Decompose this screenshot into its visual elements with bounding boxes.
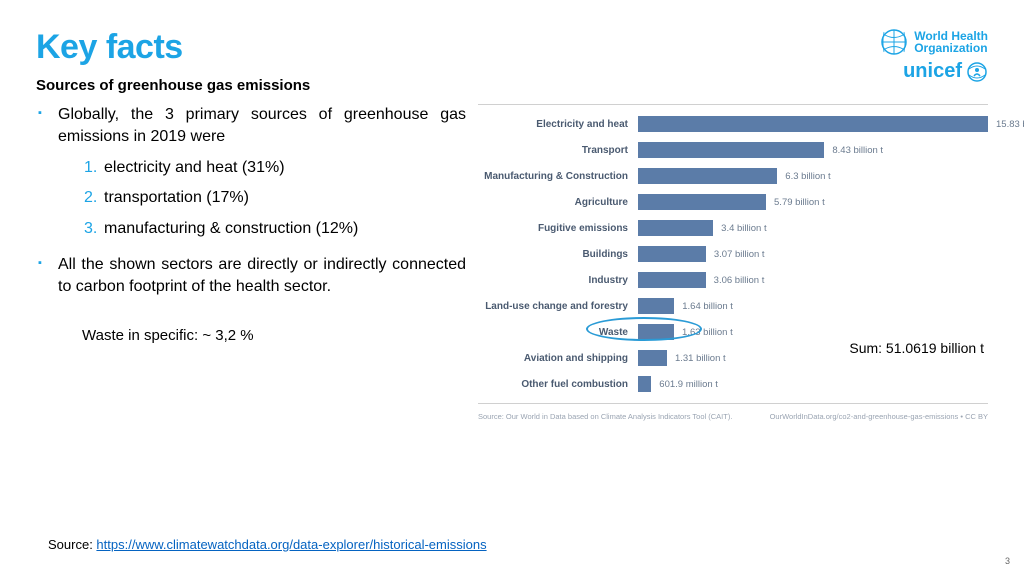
chart-row: Land-use change and forestry 1.64 billion… [478, 293, 988, 319]
numlist-item: 3.manufacturing & construction (12%) [84, 218, 466, 240]
numlist-number: 1. [84, 157, 104, 179]
numlist-item: 1.electricity and heat (31%) [84, 157, 466, 179]
chart-source-line: Source: Our World in Data based on Clima… [478, 412, 988, 421]
chart-category-label: Aviation and shipping [478, 353, 638, 364]
chart-column: Electricity and heat15.83 billion tTrans… [478, 104, 988, 421]
chart-bar-wrap: 15.83 billion t [638, 116, 988, 132]
slide: World Health Organization unicef Key fac… [0, 0, 1024, 576]
chart-bar-wrap: 601.9 million t [638, 376, 988, 392]
text-column: Globally, the 3 primary sources of green… [36, 104, 466, 344]
chart-bar [638, 324, 674, 340]
chart-row: Transport 8.43 billion t [478, 137, 988, 163]
chart-value-label: 3.06 billion t [710, 272, 765, 288]
bullet-text-2: All the shown sectors are directly or in… [58, 254, 466, 299]
chart-value-label: 6.3 billion t [781, 168, 830, 184]
waste-note: Waste in specific: ~ 3,2 % [82, 327, 466, 344]
chart-bar-wrap: 8.43 billion t [638, 142, 988, 158]
chart-bar [638, 298, 674, 314]
chart-row: Other fuel combustion 601.9 million t [478, 371, 988, 397]
chart-value-label: 601.9 million t [655, 376, 718, 392]
bar-chart: Electricity and heat15.83 billion tTrans… [478, 104, 988, 404]
chart-category-label: Transport [478, 145, 638, 156]
chart-value-label: 1.31 billion t [671, 350, 726, 366]
chart-row: Manufacturing & Construction 6.3 billion … [478, 163, 988, 189]
chart-bar [638, 194, 766, 210]
chart-bar-wrap: 6.3 billion t [638, 168, 988, 184]
chart-bar-wrap: 3.06 billion t [638, 272, 988, 288]
chart-row: Fugitive emissions 3.4 billion t [478, 215, 988, 241]
logo-block: World Health Organization unicef [880, 28, 988, 83]
who-emblem-icon [880, 28, 908, 56]
chart-category-label: Industry [478, 275, 638, 286]
chart-row: Buildings 3.07 billion t [478, 241, 988, 267]
chart-bar [638, 220, 713, 236]
unicef-text: unicef [903, 60, 962, 83]
page-title: Key facts [36, 28, 988, 67]
chart-value-label: 15.83 billion t [992, 116, 1024, 132]
chart-source-right: OurWorldInData.org/co2-and-greenhouse-ga… [770, 412, 988, 421]
chart-category-label: Waste [478, 327, 638, 338]
chart-bar-wrap: 3.4 billion t [638, 220, 988, 236]
chart-category-label: Electricity and heat [478, 119, 638, 130]
chart-bar [638, 142, 824, 158]
chart-bar [638, 246, 706, 262]
chart-sum-label: Sum: 51.0619 billion t [849, 340, 984, 356]
chart-value-label: 3.4 billion t [717, 220, 766, 236]
chart-bar-wrap: 1.64 billion t [638, 298, 988, 314]
numlist-number: 3. [84, 218, 104, 240]
chart-category-label: Land-use change and forestry [478, 301, 638, 312]
chart-source-left: Source: Our World in Data based on Clima… [478, 412, 732, 421]
chart-value-label: 1.63 billion t [678, 324, 733, 340]
chart-value-label: 3.07 billion t [710, 246, 765, 262]
chart-bar [638, 376, 651, 392]
chart-bar-wrap: 5.79 billion t [638, 194, 988, 210]
chart-value-label: 5.79 billion t [770, 194, 825, 210]
page-number: 3 [1005, 556, 1010, 566]
content-row: Globally, the 3 primary sources of green… [36, 104, 988, 421]
numlist-item: 2.transportation (17%) [84, 187, 466, 209]
numbered-list: 1.electricity and heat (31%)2.transporta… [84, 157, 466, 240]
numlist-number: 2. [84, 187, 104, 209]
chart-category-label: Agriculture [478, 197, 638, 208]
chart-value-label: 1.64 billion t [678, 298, 733, 314]
chart-row: Agriculture 5.79 billion t [478, 189, 988, 215]
chart-category-label: Manufacturing & Construction [478, 171, 638, 182]
chart-category-label: Other fuel combustion [478, 379, 638, 390]
chart-bar [638, 116, 988, 132]
bullet-text-1: Globally, the 3 primary sources of green… [58, 104, 466, 149]
chart-bar-wrap: 1.63 billion t [638, 324, 988, 340]
unicef-logo: unicef [903, 60, 988, 83]
chart-category-label: Fugitive emissions [478, 223, 638, 234]
source-link[interactable]: https://www.climatewatchdata.org/data-ex… [96, 537, 486, 552]
numlist-text: manufacturing & construction (12%) [104, 220, 358, 237]
numlist-text: transportation (17%) [104, 189, 249, 206]
chart-category-label: Buildings [478, 249, 638, 260]
chart-value-label: 8.43 billion t [828, 142, 883, 158]
unicef-emblem-icon [966, 61, 988, 83]
chart-bar-wrap: 3.07 billion t [638, 246, 988, 262]
chart-row: Industry 3.06 billion t [478, 267, 988, 293]
bullet-item: All the shown sectors are directly or in… [36, 254, 466, 299]
who-logo: World Health Organization [880, 28, 988, 56]
who-text-line2: Organization [914, 42, 988, 54]
bullet-item: Globally, the 3 primary sources of green… [36, 104, 466, 240]
chart-bar [638, 168, 777, 184]
chart-row: Electricity and heat15.83 billion t [478, 111, 988, 137]
page-source: Source: https://www.climatewatchdata.org… [48, 537, 487, 552]
page-subtitle: Sources of greenhouse gas emissions [36, 77, 988, 94]
chart-bar [638, 272, 706, 288]
source-prefix: Source: [48, 537, 96, 552]
chart-bar [638, 350, 667, 366]
numlist-text: electricity and heat (31%) [104, 159, 285, 176]
